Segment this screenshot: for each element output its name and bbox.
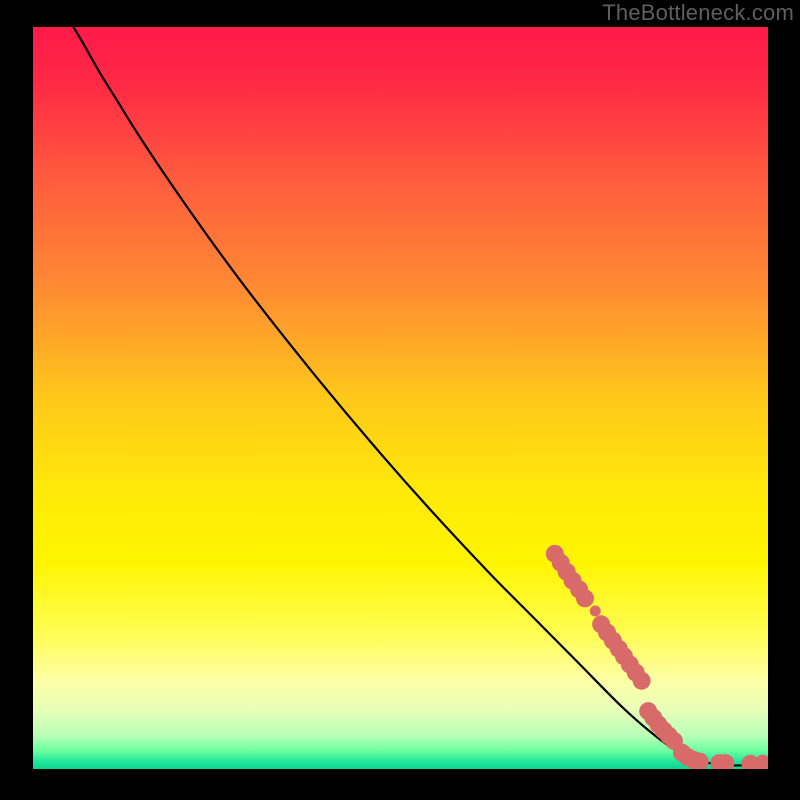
chart-root: TheBottleneck.com [0, 0, 800, 800]
data-marker [590, 605, 601, 616]
data-marker [576, 589, 594, 607]
plot-background [33, 27, 768, 769]
data-marker [691, 753, 709, 771]
attribution-label: TheBottleneck.com [602, 0, 794, 26]
chart-svg [0, 0, 800, 800]
data-marker [633, 672, 651, 690]
